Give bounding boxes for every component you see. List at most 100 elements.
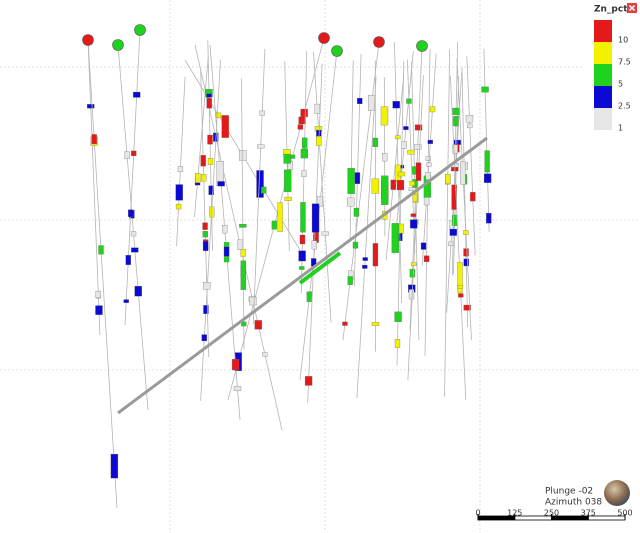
hole-trace [194, 56, 209, 218]
legend-bands: 10 7.5 5 2.5 1 [594, 20, 631, 133]
hole-trace [456, 58, 472, 340]
assay-interval [451, 184, 457, 210]
collar [331, 45, 343, 57]
assay-interval [301, 170, 307, 177]
assay-interval [357, 97, 363, 105]
assay-interval [289, 154, 296, 159]
assay-interval [397, 171, 406, 177]
hole-trace [444, 49, 451, 397]
scale-label: 500 [617, 509, 632, 518]
assay-interval [425, 172, 431, 180]
assay-interval [284, 196, 292, 201]
assay-interval [124, 151, 130, 159]
assay-interval [449, 228, 457, 236]
assay-interval [362, 257, 368, 261]
assay-interval [409, 181, 415, 186]
assay-interval [300, 108, 308, 118]
assay-interval [460, 161, 466, 185]
assay-interval [201, 174, 207, 182]
hole-trace [393, 50, 414, 255]
assay-interval [457, 262, 463, 294]
assay-interval [391, 223, 400, 253]
assay-interval [128, 209, 134, 217]
hole-trace [421, 53, 437, 266]
scale-bar: 0 125 250 375 500 [475, 509, 633, 521]
hole-trace [124, 29, 141, 326]
assay-interval [203, 282, 211, 290]
assay-interval [394, 339, 401, 348]
assay-interval [283, 153, 291, 164]
collar [112, 39, 124, 51]
assay-interval [91, 134, 97, 145]
assay-interval [299, 234, 306, 245]
assay-interval [396, 180, 405, 191]
drillholes [87, 29, 492, 509]
legend-title: Zn_pct [594, 5, 628, 15]
assay-interval [353, 207, 360, 217]
assay-interval [458, 293, 464, 298]
collar [134, 24, 146, 36]
assay-interval [321, 231, 329, 236]
assay-interval [301, 137, 308, 149]
assay-interval [202, 241, 209, 251]
legend-label: 2.5 [618, 102, 631, 111]
assay-interval [304, 376, 313, 386]
assay-interval [426, 162, 432, 167]
assay-interval [239, 150, 247, 161]
legend-band [594, 108, 612, 130]
assay-interval [445, 174, 451, 185]
assay-interval [463, 248, 469, 257]
assay-interval [420, 242, 427, 250]
assay-interval [300, 148, 309, 159]
assay-interval [371, 178, 380, 194]
assay-interval [429, 106, 436, 113]
assay-interval [425, 156, 431, 161]
assay-interval [217, 181, 225, 187]
assay-interval [87, 104, 95, 109]
assay-interval [231, 359, 240, 371]
assay-interval [262, 352, 268, 357]
scale-label: 0 [475, 509, 480, 518]
assay-interval [207, 158, 214, 165]
hole-trace [241, 78, 245, 350]
assay-interval [317, 196, 323, 207]
legend-label: 1 [618, 124, 623, 133]
assay-interval [372, 243, 379, 267]
assay-interval [177, 166, 184, 172]
assay-interval [381, 153, 388, 162]
assay-interval [470, 192, 476, 202]
hole-trace [451, 42, 459, 276]
assay-interval [457, 285, 464, 289]
assay-interval [414, 124, 423, 131]
assay-interval [481, 86, 489, 93]
assay-interval [175, 184, 183, 201]
assay-interval [98, 245, 104, 255]
trend-plane [117, 136, 488, 415]
assay-interval [410, 213, 417, 217]
assay-interval [395, 135, 401, 140]
assay-interval [223, 246, 230, 257]
assay-interval [261, 186, 267, 194]
legend-band [594, 86, 612, 108]
assay-interval [175, 203, 182, 210]
legend-band [594, 42, 612, 64]
collar [82, 34, 94, 46]
assay-interval [401, 141, 407, 149]
assay-interval [408, 289, 415, 300]
assay-interval [463, 258, 469, 267]
hole-trace [176, 76, 186, 247]
assay-interval [380, 106, 389, 126]
assay-interval [298, 250, 306, 262]
assay-interval [298, 116, 306, 125]
navigation-globe[interactable] [604, 480, 630, 506]
assay-interval [259, 110, 265, 116]
assay-interval [354, 172, 361, 184]
assay-interval [240, 249, 246, 257]
assay-interval [486, 212, 492, 224]
assay-interval [427, 139, 433, 144]
assay-interval [453, 116, 459, 127]
scale-label: 125 [507, 509, 522, 518]
assay-interval [283, 169, 292, 192]
trend-highlight [298, 251, 342, 285]
